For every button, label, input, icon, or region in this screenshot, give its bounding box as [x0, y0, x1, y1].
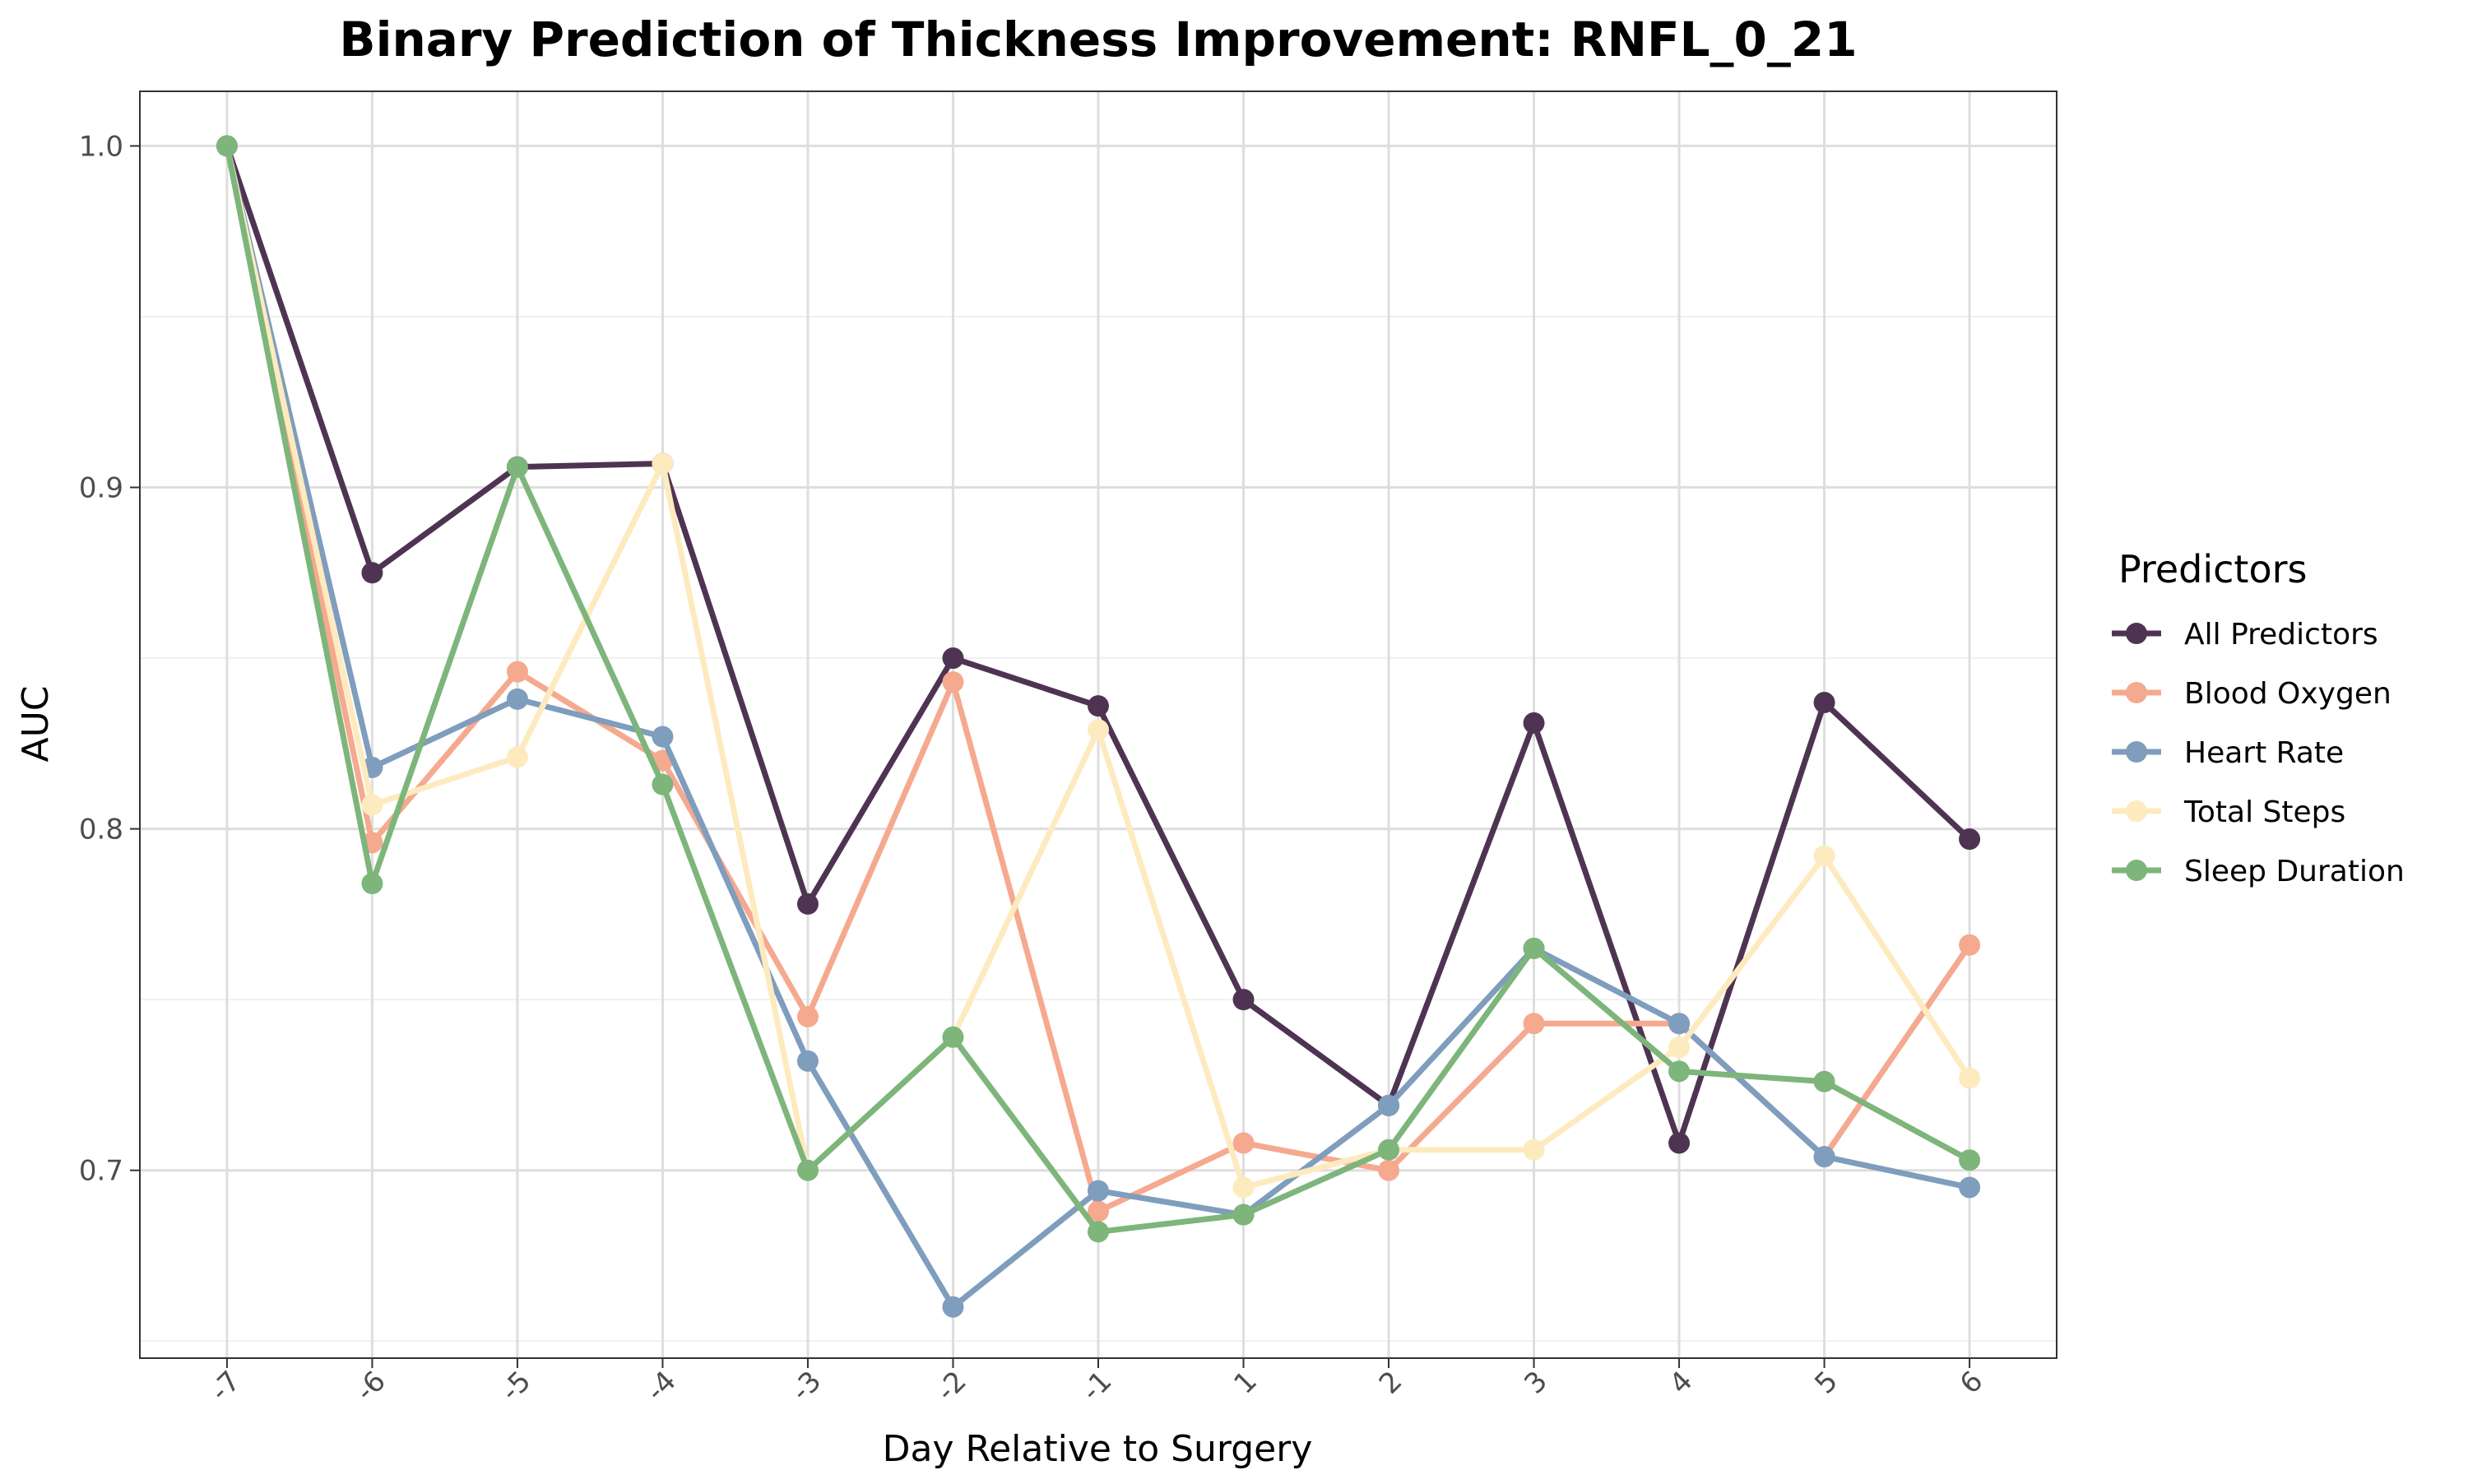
data-point [1813, 845, 1835, 867]
legend-key-point [2126, 860, 2147, 881]
data-point [1523, 937, 1545, 959]
data-point [1378, 1159, 1400, 1181]
x-tick-label: -4 [640, 1365, 683, 1407]
legend-title: Predictors [2118, 547, 2307, 591]
data-point [652, 726, 674, 748]
x-tick-label: -6 [350, 1365, 392, 1407]
data-point [1523, 1013, 1545, 1035]
data-point [652, 773, 674, 795]
legend: Predictors All Predictors Blood Oxygen Hea… [2112, 547, 2405, 888]
data-point [1088, 1200, 1109, 1222]
data-point [1813, 1146, 1835, 1168]
data-point [1088, 719, 1109, 741]
data-point [942, 671, 964, 693]
data-point [506, 661, 528, 683]
legend-item: Total Steps [2112, 795, 2345, 829]
x-tick-label: -7 [204, 1365, 247, 1407]
data-point [1088, 695, 1109, 717]
x-tick-label: -2 [930, 1365, 973, 1407]
data-point [796, 1050, 819, 1072]
data-point [1813, 692, 1835, 714]
legend-item: All Predictors [2112, 618, 2378, 652]
legend-key-point [2126, 623, 2147, 644]
data-point [361, 873, 383, 895]
data-point [796, 1005, 819, 1027]
data-point [796, 1159, 819, 1181]
data-point [1959, 1067, 1981, 1089]
data-point [1088, 1221, 1109, 1243]
x-tick-label: 5 [1808, 1365, 1844, 1401]
data-point [361, 562, 383, 584]
data-point [1668, 1013, 1691, 1035]
data-point [942, 1026, 964, 1048]
legend-label: Sleep Duration [2184, 855, 2405, 888]
data-point [1232, 1176, 1255, 1199]
data-point [1668, 1060, 1691, 1083]
legend-label: Heart Rate [2184, 736, 2344, 770]
data-point [1959, 1149, 1981, 1171]
x-tick-label: -1 [1075, 1365, 1118, 1407]
data-point [1523, 712, 1545, 734]
legend-label: Blood Oxygen [2184, 677, 2391, 711]
data-point [1959, 934, 1981, 956]
y-tick-label: 0.8 [79, 814, 123, 846]
data-point [1378, 1139, 1400, 1161]
series-layer [216, 135, 1981, 1318]
legend-label: Total Steps [2183, 795, 2345, 829]
data-point [1232, 989, 1255, 1011]
data-point [942, 647, 964, 670]
legend-label: All Predictors [2184, 618, 2378, 652]
data-point [1378, 1094, 1400, 1116]
data-point [942, 1296, 964, 1318]
data-point [1813, 1070, 1835, 1092]
x-tick-label: 6 [1954, 1365, 1990, 1401]
data-point [216, 135, 238, 157]
chart-title: Binary Prediction of Thickness Improveme… [339, 12, 1857, 67]
y-tick-label: 0.7 [79, 1155, 123, 1188]
x-tick-label: 1 [1227, 1365, 1264, 1401]
legend-key-point [2126, 741, 2147, 763]
data-point [1668, 1036, 1691, 1059]
x-tick-label: 2 [1373, 1365, 1409, 1401]
legend-item: Heart Rate [2112, 736, 2344, 770]
y-axis: 0.7 0.8 0.9 1.0 [79, 130, 140, 1188]
data-point [1232, 1203, 1255, 1226]
legend-item: Sleep Duration [2112, 855, 2405, 888]
y-tick-label: 0.9 [79, 472, 123, 505]
data-point [506, 688, 528, 710]
legend-key-point [2126, 682, 2147, 703]
data-point [1232, 1132, 1255, 1154]
x-tick-label: -3 [785, 1365, 828, 1407]
y-tick-label: 1.0 [79, 130, 123, 163]
y-axis-title: AUC [15, 685, 57, 762]
data-point [1523, 1139, 1545, 1161]
data-point [1959, 828, 1981, 851]
series-sleep-duration [216, 135, 1981, 1243]
legend-key-point [2126, 800, 2147, 822]
legend-item: Blood Oxygen [2112, 677, 2391, 711]
data-point [1959, 1176, 1981, 1199]
x-tick-label: 3 [1518, 1365, 1554, 1401]
data-point [506, 456, 528, 478]
x-tick-label: -5 [494, 1365, 537, 1407]
data-point [361, 794, 383, 816]
data-point [506, 746, 528, 768]
x-axis: -7 -6 -5 -4 -3 -2 -1 1 2 3 4 5 6 [204, 1358, 1989, 1407]
x-tick-label: 4 [1663, 1365, 1700, 1401]
data-point [796, 893, 819, 915]
data-point [1668, 1132, 1691, 1154]
data-point [652, 452, 674, 475]
x-axis-title: Day Relative to Surgery [883, 1428, 1313, 1470]
data-point [1088, 1180, 1109, 1202]
